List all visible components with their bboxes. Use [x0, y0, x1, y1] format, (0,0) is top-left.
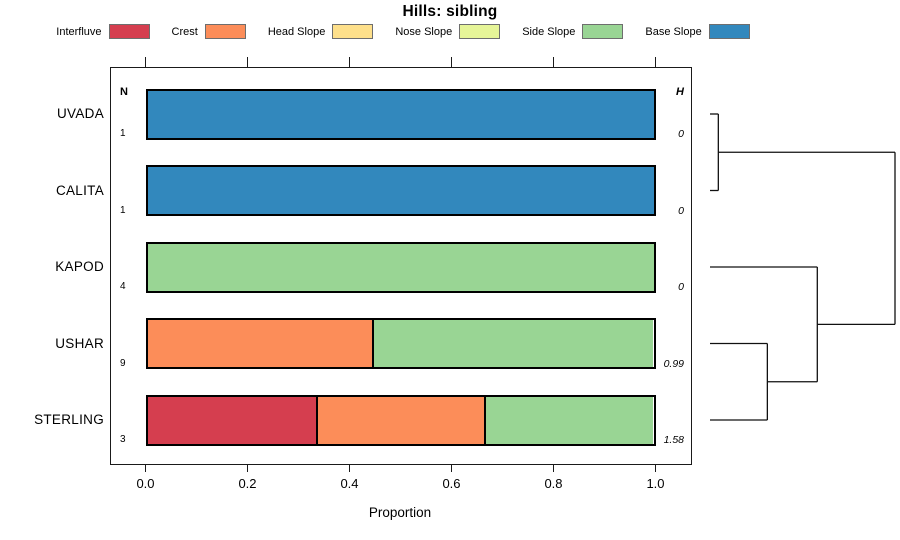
h-column-header: H: [676, 86, 684, 98]
x-axis-tick-bottom: [144, 465, 147, 472]
h-value: 1.58: [663, 434, 684, 446]
bar-segment-side-slope: [147, 243, 654, 291]
legend-item-nose-slope: Nose Slope: [395, 24, 501, 39]
legend-item-crest: Crest: [172, 24, 246, 39]
legend-item-head-slope: Head Slope: [268, 24, 374, 39]
x-axis-tick-top: [348, 56, 351, 67]
row-label-calita: CALITA: [55, 182, 104, 198]
x-axis-tick-bottom: [450, 465, 453, 472]
row-label-sterling: STERLING: [34, 412, 104, 427]
h-value: 0: [678, 204, 684, 217]
bar-segment-interfluve: [147, 396, 316, 444]
n-value: 1: [120, 204, 126, 216]
legend-color-swatch: [332, 24, 374, 39]
stacked-bar-sterling: [145, 394, 656, 446]
x-axis-tick-bottom: [348, 465, 351, 472]
stacked-bar-ushar: [145, 318, 656, 369]
stacked-bar-uvada: [145, 88, 656, 140]
legend-item-side-slope: Side Slope: [522, 24, 624, 39]
x-axis-tick-top: [450, 56, 453, 67]
legend-label: Nose Slope: [395, 25, 453, 38]
bar-segment-crest: [315, 396, 485, 444]
row-label-kapod: KAPOD: [55, 259, 104, 274]
x-axis-tick-label: 0.6: [442, 476, 461, 491]
n-value: 3: [120, 434, 126, 445]
legend-color-swatch: [459, 24, 501, 39]
stacked-bar-kapod: [145, 241, 656, 293]
legend-label: Interfluve: [56, 25, 102, 38]
n-value: 4: [120, 281, 126, 292]
bar-segment-side-slope: [372, 320, 654, 367]
x-axis-tick-top: [144, 56, 147, 67]
x-axis-tick-bottom: [246, 465, 249, 472]
h-value: 0: [678, 128, 684, 140]
legend-label: Side Slope: [522, 25, 576, 38]
x-axis-tick-bottom: [552, 465, 555, 472]
legend-color-swatch: [108, 24, 150, 39]
row-label-ushar: USHAR: [55, 335, 104, 351]
bar-segment-base-slope: [147, 167, 654, 214]
legend-item-interfluve: Interfluve: [56, 24, 150, 39]
n-value: 9: [120, 357, 126, 369]
plot-area-frame: [110, 67, 692, 465]
x-axis-tick-top: [654, 56, 657, 67]
x-axis-tick-label: 0.8: [544, 476, 563, 491]
h-value: 0: [678, 281, 684, 293]
legend-item-base-slope: Base Slope: [645, 24, 750, 39]
legend-color-swatch: [582, 24, 624, 39]
x-axis-tick-label: 0.4: [340, 476, 359, 491]
legend-label: Head Slope: [267, 25, 326, 38]
x-axis-tick-top: [552, 56, 555, 67]
n-value: 1: [120, 128, 126, 139]
stacked-bar-calita: [145, 165, 656, 216]
legend-label: Base Slope: [645, 25, 702, 38]
legend-color-swatch: [708, 24, 750, 39]
x-axis-tick-top: [246, 56, 249, 67]
x-axis-title: Proportion: [368, 505, 432, 520]
x-axis-tick-label: 1.0: [646, 476, 665, 491]
x-axis-tick-label: 0.0: [136, 476, 155, 491]
chart-title: Hills: sibling: [402, 3, 498, 20]
bar-segment-base-slope: [147, 90, 654, 138]
bar-segment-side-slope: [484, 396, 654, 444]
row-label-uvada: UVADA: [56, 106, 104, 121]
x-axis-tick-bottom: [654, 465, 657, 472]
legend-label: Crest: [171, 25, 198, 38]
h-value: 0.99: [663, 357, 684, 370]
x-axis-tick-label: 0.2: [238, 476, 257, 491]
legend-color-swatch: [204, 24, 246, 39]
legend: Interfluve Crest Head Slope Nose Slope Side …: [0, 24, 806, 39]
bar-segment-crest: [147, 320, 373, 367]
n-column-header: N: [120, 86, 128, 98]
